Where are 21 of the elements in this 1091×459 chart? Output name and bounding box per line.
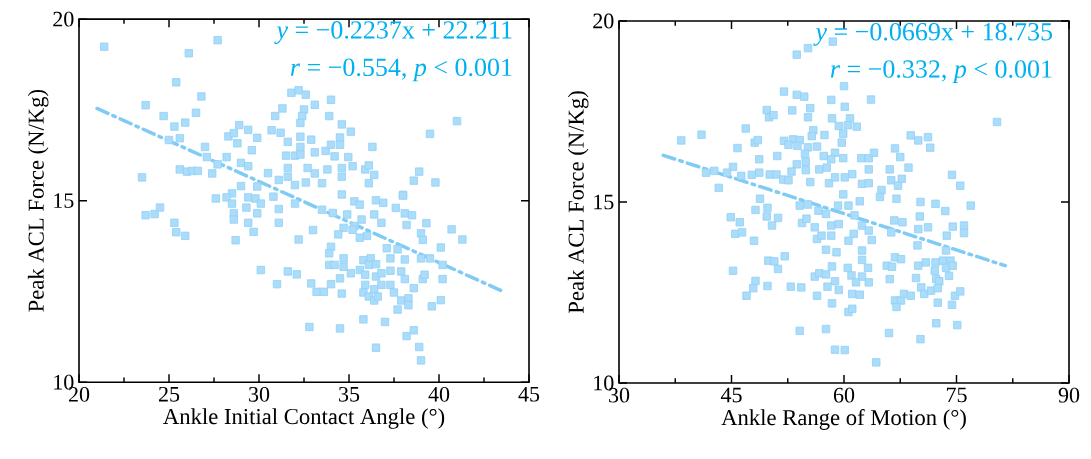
annotation: r = −0.554, p < 0.001	[290, 58, 512, 82]
x-tick-label: 60	[833, 387, 855, 403]
x-axis-title: Ankle Range of Motion (°)	[721, 409, 966, 430]
annotation: y = −0.2237x + 22.211	[274, 21, 512, 44]
x-tick-label: 35	[339, 386, 360, 402]
y-tick-label: 15	[594, 194, 614, 210]
y-tick-label: 20	[593, 13, 614, 29]
x-tick-label: 75	[946, 387, 967, 403]
y-tick-label: 15	[54, 193, 74, 209]
x-axis-title: Ankle Initial Contact Angle (°)	[163, 408, 445, 429]
x-tick-label: 90	[1058, 387, 1080, 403]
x-tick-label: 25	[158, 386, 180, 402]
x-tick-label: 30	[249, 386, 270, 402]
annotation: r = −0.332, p < 0.001	[830, 60, 1052, 84]
y-axis-title: Peak ACL Force (N/Kg)	[567, 91, 589, 314]
annotation: y = −0.0669x + 18.735	[813, 22, 1053, 46]
x-tick-label: 40	[428, 386, 450, 402]
x-tick-label: 45	[720, 387, 742, 403]
x-tick-label: 45	[518, 386, 540, 402]
y-tick-label: 20	[53, 11, 74, 27]
y-axis-title: Peak ACL Force (N/Kg)	[27, 89, 49, 312]
